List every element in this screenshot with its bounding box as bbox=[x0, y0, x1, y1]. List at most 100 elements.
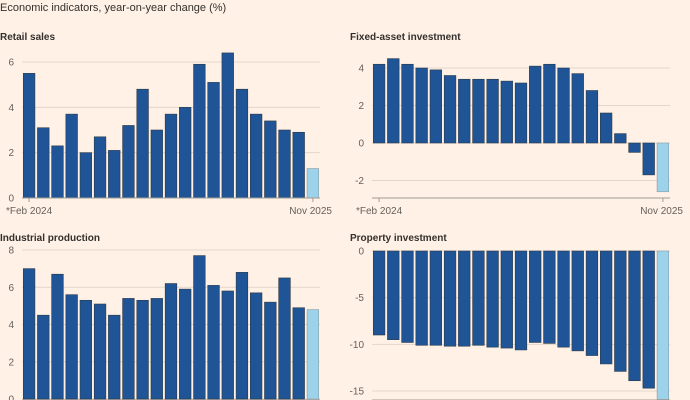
bar bbox=[136, 88, 149, 199]
bar bbox=[122, 298, 135, 400]
bar bbox=[514, 250, 528, 351]
bar bbox=[557, 250, 570, 348]
panel-title: Retail sales bbox=[0, 32, 55, 43]
bar bbox=[122, 125, 135, 199]
x-tick-label-start: *Feb 2024 bbox=[356, 206, 403, 217]
bar-latest bbox=[306, 168, 320, 199]
y-tick-label: 6 bbox=[8, 58, 14, 69]
x-tick-label-end: Nov 2025 bbox=[640, 206, 683, 217]
bar bbox=[500, 250, 513, 349]
y-tick-label: 2 bbox=[8, 357, 14, 368]
bar bbox=[221, 52, 234, 199]
bar bbox=[372, 63, 386, 144]
bar bbox=[65, 113, 78, 199]
bar bbox=[486, 78, 499, 144]
y-tick-label: 0 bbox=[358, 139, 364, 150]
bar bbox=[387, 250, 400, 340]
bar bbox=[136, 299, 149, 400]
bar bbox=[93, 303, 107, 400]
bar bbox=[164, 283, 178, 400]
bar bbox=[193, 255, 206, 400]
bar bbox=[22, 73, 36, 199]
bar bbox=[628, 142, 641, 153]
bar bbox=[443, 250, 457, 347]
panel-title: Property investment bbox=[350, 233, 447, 244]
y-tick-label: -5 bbox=[355, 293, 364, 304]
panel-industrial-production: Industrial production 0 2 4 6 8 bbox=[0, 233, 320, 400]
bar bbox=[514, 82, 528, 144]
panel-property-investment: Property investment -15 -10 -5 0 bbox=[350, 233, 670, 400]
bar bbox=[150, 298, 163, 400]
bar bbox=[614, 133, 627, 144]
bar bbox=[264, 301, 277, 400]
bar bbox=[278, 277, 291, 400]
y-tick-label: 4 bbox=[8, 320, 14, 331]
bar bbox=[51, 273, 64, 400]
bar bbox=[500, 80, 513, 144]
y-tick-label: 0 bbox=[8, 395, 14, 400]
bar bbox=[557, 67, 570, 144]
bar bbox=[458, 250, 471, 347]
bar bbox=[278, 129, 291, 199]
figure-title: Economic indicators, year-on-year change… bbox=[0, 2, 226, 14]
y-tick-label: -2 bbox=[355, 176, 364, 187]
y-tick-label: 6 bbox=[8, 283, 14, 294]
bar bbox=[472, 78, 485, 144]
bar bbox=[79, 152, 92, 199]
bar bbox=[108, 150, 121, 199]
bar bbox=[108, 314, 121, 400]
bar-latest bbox=[656, 250, 670, 400]
bar bbox=[429, 250, 442, 346]
bar bbox=[571, 73, 584, 144]
bar-latest bbox=[656, 142, 670, 193]
y-tick-label: 4 bbox=[358, 64, 364, 75]
bar bbox=[250, 292, 263, 400]
bar bbox=[150, 129, 163, 199]
x-tick-label-end: Nov 2025 bbox=[289, 206, 332, 217]
bar bbox=[443, 75, 457, 144]
bar bbox=[37, 314, 50, 400]
bar bbox=[486, 250, 499, 348]
bar bbox=[372, 250, 386, 336]
bar bbox=[22, 268, 36, 400]
bar bbox=[543, 250, 556, 344]
x-labels-fai: *Feb 2024 Nov 2025 bbox=[356, 206, 683, 217]
bar bbox=[93, 136, 107, 199]
bar bbox=[529, 250, 542, 343]
y-tick-label: 0 bbox=[8, 194, 14, 205]
bar bbox=[207, 285, 220, 400]
bar bbox=[628, 250, 641, 382]
bar bbox=[642, 142, 655, 176]
bar bbox=[179, 288, 192, 400]
bar bbox=[401, 63, 414, 144]
y-tick-label: -10 bbox=[350, 340, 365, 351]
bar bbox=[164, 113, 178, 199]
bar bbox=[235, 88, 249, 199]
bar bbox=[458, 78, 471, 144]
bar bbox=[529, 65, 542, 144]
bar bbox=[387, 58, 400, 144]
bar bbox=[415, 67, 428, 144]
y-tick-label: 0 bbox=[358, 247, 364, 258]
x-tick-label-start: *Feb 2024 bbox=[6, 206, 53, 217]
bar bbox=[79, 299, 92, 400]
bar bbox=[207, 82, 220, 199]
bar bbox=[250, 113, 263, 199]
bar bbox=[193, 63, 206, 199]
bar-latest bbox=[306, 309, 320, 400]
bar bbox=[429, 69, 442, 144]
panel-fixed-asset-investment: Fixed-asset investment -2 0 2 4 bbox=[350, 32, 670, 202]
bar bbox=[585, 250, 599, 356]
bar bbox=[571, 250, 584, 352]
y-tick-label: 2 bbox=[358, 101, 364, 112]
bar bbox=[614, 250, 627, 372]
bar bbox=[264, 120, 277, 199]
panel-title: Industrial production bbox=[0, 233, 100, 244]
bar bbox=[472, 250, 485, 346]
y-tick-label: 2 bbox=[8, 148, 14, 159]
y-tick-label: 8 bbox=[8, 246, 14, 257]
x-labels-retail: *Feb 2024 Nov 2025 bbox=[6, 206, 332, 217]
bar bbox=[235, 272, 249, 400]
bar bbox=[51, 145, 64, 199]
bar bbox=[642, 250, 655, 389]
